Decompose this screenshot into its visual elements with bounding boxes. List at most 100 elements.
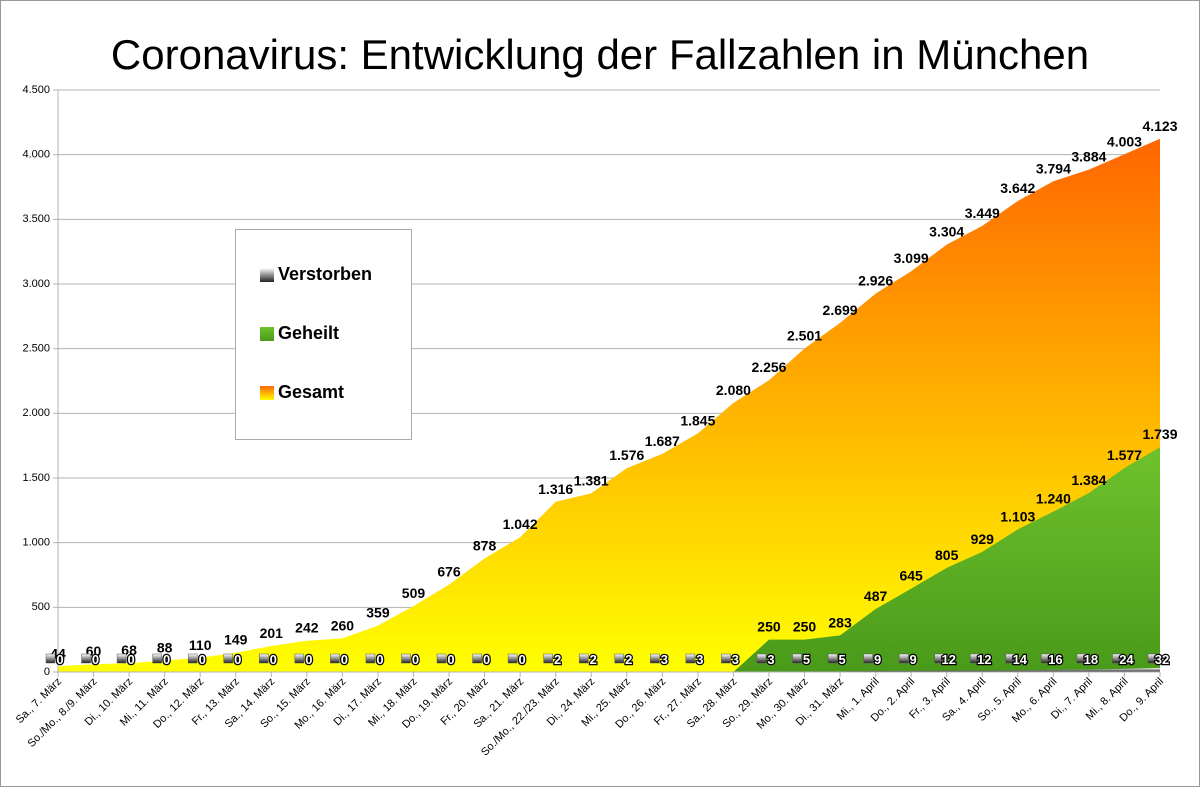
area	[733, 447, 1160, 672]
value-label: 250	[793, 619, 817, 635]
value-label: 1.240	[1036, 491, 1071, 507]
value-marker	[863, 653, 873, 664]
value-marker	[294, 653, 305, 664]
legend-label: Gesamt	[278, 382, 344, 402]
value-label: 1.316	[538, 481, 573, 497]
value-label: 1.576	[609, 447, 644, 463]
value-label: 2.080	[716, 382, 751, 398]
y-tick-label: 1.500	[22, 472, 50, 484]
value-marker	[81, 653, 91, 664]
value-marker	[152, 653, 162, 664]
value-label: 805	[935, 547, 959, 563]
legend-label: Verstorben	[278, 264, 372, 284]
value-label: 5	[838, 652, 845, 667]
value-marker	[934, 653, 944, 664]
value-label: 14	[1013, 652, 1028, 667]
value-marker	[365, 653, 376, 664]
value-marker	[685, 653, 696, 664]
value-label: 3.304	[929, 224, 964, 240]
value-label: 242	[295, 620, 319, 636]
value-marker	[259, 653, 269, 664]
value-label: 2.926	[858, 273, 893, 289]
value-label: 9	[910, 652, 917, 667]
value-label: 3.884	[1071, 149, 1106, 165]
value-label: 18	[1084, 652, 1098, 667]
value-marker	[543, 653, 553, 664]
value-marker	[578, 653, 589, 664]
value-label: 0	[127, 652, 134, 667]
value-label: 1.042	[503, 516, 538, 532]
y-tick-label: 2.500	[22, 343, 50, 355]
value-label: 4.123	[1142, 118, 1177, 134]
y-tick-label: 0	[44, 666, 50, 678]
value-label: 260	[331, 617, 355, 633]
value-label: 0	[305, 652, 312, 667]
area	[58, 667, 1160, 672]
value-label: 0	[447, 652, 454, 667]
value-marker	[116, 653, 127, 664]
value-marker	[792, 653, 802, 664]
value-label: 201	[260, 625, 284, 641]
value-label: 9	[874, 652, 881, 667]
value-label: 509	[402, 585, 426, 601]
y-tick-label: 1.000	[22, 537, 50, 549]
value-label: 32	[1155, 652, 1169, 667]
value-label: 878	[473, 537, 497, 553]
value-marker	[650, 653, 660, 664]
value-label: 88	[157, 640, 173, 656]
legend-swatch	[260, 386, 274, 400]
value-label: 4.003	[1107, 133, 1142, 149]
value-label: 3	[661, 652, 668, 667]
value-label: 2	[625, 652, 632, 667]
y-tick-label: 500	[32, 601, 50, 613]
y-tick-label: 4.000	[22, 149, 50, 161]
value-label: 0	[270, 652, 277, 667]
legend-swatch	[260, 327, 274, 341]
value-marker	[436, 653, 447, 664]
value-marker	[898, 653, 909, 664]
value-label: 1.384	[1071, 472, 1106, 488]
value-label: 487	[864, 588, 888, 604]
value-marker	[187, 653, 198, 664]
y-tick-label: 3.500	[22, 213, 50, 225]
value-label: 0	[376, 652, 383, 667]
value-marker	[970, 653, 980, 664]
value-label: 3	[696, 652, 703, 667]
value-label: 0	[234, 652, 241, 667]
value-marker	[721, 653, 731, 664]
value-marker	[223, 653, 233, 664]
value-label: 0	[519, 652, 526, 667]
value-marker	[45, 653, 56, 664]
value-marker	[401, 653, 411, 664]
value-marker	[1005, 653, 1016, 664]
value-label: 0	[163, 652, 170, 667]
value-marker	[756, 653, 767, 664]
value-label: 3	[732, 652, 739, 667]
value-label: 1.739	[1142, 426, 1177, 442]
value-label: 0	[56, 652, 63, 667]
value-marker	[507, 653, 518, 664]
value-label: 2	[554, 652, 561, 667]
value-marker	[1147, 653, 1158, 664]
value-label: 12	[977, 652, 991, 667]
chart-title: Coronavirus: Entwicklung der Fallzahlen …	[111, 31, 1089, 78]
y-tick-label: 3.000	[22, 278, 50, 290]
value-label: 1.845	[680, 412, 715, 428]
value-label: 359	[366, 605, 390, 621]
value-marker	[1112, 653, 1122, 664]
value-label: 0	[92, 652, 99, 667]
area	[58, 138, 1160, 672]
value-label: 2.699	[823, 302, 858, 318]
legend: Verstorben Geheilt Gesamt	[235, 229, 412, 440]
value-label: 2.501	[787, 328, 822, 344]
value-marker	[1076, 653, 1087, 664]
value-marker	[330, 653, 340, 664]
value-label: 0	[483, 652, 490, 667]
value-label: 2.256	[751, 359, 786, 375]
y-tick-label: 2.000	[22, 407, 50, 419]
value-label: 0	[412, 652, 419, 667]
value-label: 110	[189, 637, 212, 653]
value-label: 0	[199, 652, 206, 667]
value-marker	[472, 653, 482, 664]
